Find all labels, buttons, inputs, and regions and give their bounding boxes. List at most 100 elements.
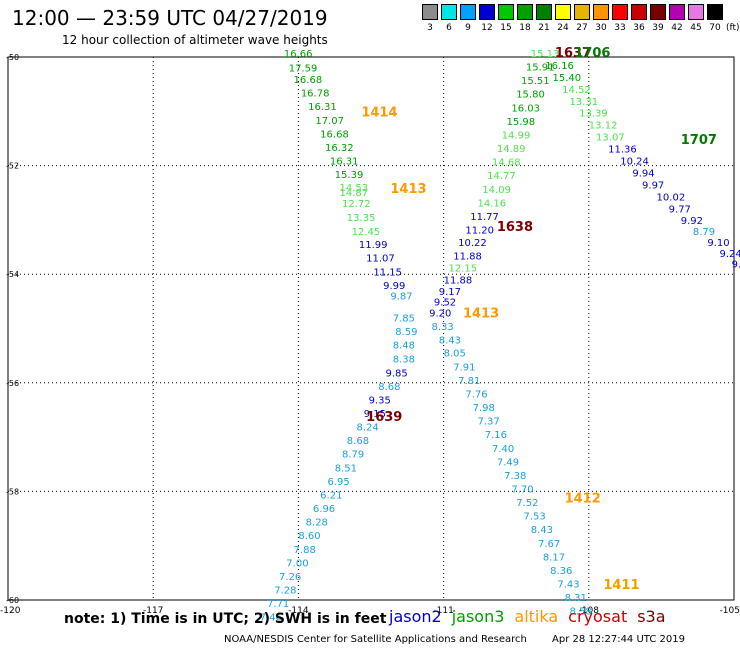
wave-height-value: 7.38: [504, 471, 526, 482]
wave-height-value: 13.12: [589, 121, 618, 132]
wave-height-value: 7.91: [453, 362, 475, 373]
legend-unit: (ft): [726, 23, 740, 33]
satellite-altika: altika: [514, 607, 559, 626]
wave-height-value: 9.24: [719, 249, 740, 260]
wave-height-value: 9.97: [642, 180, 664, 191]
satellite-jason3: jason3: [451, 607, 505, 626]
wave-height-value: 12.45: [352, 227, 381, 238]
wave-height-value: 9.17: [439, 287, 461, 298]
wave-height-value: 8.60: [298, 531, 320, 542]
wave-height-value: 8.36: [550, 566, 572, 577]
wave-height-value: 16.32: [325, 143, 354, 154]
wave-height-value: 7.85: [393, 313, 415, 324]
wave-height-value: 8.79: [693, 227, 715, 238]
wave-height-value: 11.36: [608, 145, 637, 156]
wave-height-value: 8.24: [356, 423, 378, 434]
legend-swatch: [688, 4, 704, 20]
wave-height-value: 12.15: [448, 263, 477, 274]
wave-height-value: 7.53: [523, 512, 545, 523]
wave-height-value: 8.38: [393, 355, 415, 366]
wave-height-value: 8.59: [395, 327, 417, 338]
wave-height-value: 8.79: [342, 450, 364, 461]
wave-height-value: 17.07: [315, 116, 344, 127]
wave-height-value: 15.39: [335, 170, 364, 181]
wave-height-value: 9.35: [369, 395, 391, 406]
wave-height-value: 8.43: [531, 525, 553, 536]
legend-swatch: [574, 4, 590, 20]
wave-height-value: 9.77: [669, 204, 691, 215]
wave-height-value: 7.37: [477, 417, 499, 428]
legend-swatch: [479, 4, 495, 20]
map-frame: [7, 56, 735, 601]
satellite-legend: jason2 jason3 altika cryosat s3a: [389, 607, 676, 626]
lat-tick-label: -50: [6, 53, 19, 62]
wave-height-value: 10.02: [657, 192, 686, 203]
pass-number-label: 1707: [681, 133, 717, 148]
lat-tick-label: -54: [6, 270, 19, 279]
wave-height-value: 9.10: [707, 238, 729, 249]
pass-number-label: 1637: [555, 46, 591, 61]
wave-height-value: 15.80: [516, 90, 545, 101]
wave-height-value: 16.31: [330, 157, 359, 168]
wave-height-value: 9.20: [429, 309, 451, 320]
legend-label: 15: [500, 23, 512, 33]
wave-height-value: 7.98: [473, 403, 495, 414]
wave-height-value: 14.09: [482, 185, 511, 196]
wave-height-value: 16.66: [284, 49, 313, 60]
wave-height-value: 15.13: [531, 49, 560, 60]
wave-height-value: 11.20: [465, 225, 494, 236]
lon-tick-label: -108: [579, 606, 600, 616]
wave-height-value: 16.68: [294, 75, 323, 86]
wave-height-value: 7.00: [286, 558, 308, 569]
wave-height-value: 8.28: [306, 518, 328, 529]
wave-height-value: 16.31: [308, 102, 337, 113]
wave-height-value: 7.49: [497, 457, 519, 468]
wave-height-value: 7.16: [485, 430, 507, 441]
map-subtitle: 12 hour collection of altimeter wave hei…: [62, 33, 328, 47]
legend-swatch: [498, 4, 514, 20]
wave-height-value: 9.15: [364, 409, 386, 420]
lon-tick-label: -117: [143, 606, 163, 616]
wave-height-value: 15.91: [526, 63, 555, 74]
lat-tick-label: -58: [6, 487, 19, 496]
note-text: note: 1) Time is in UTC; 2) SWH is in fe…: [64, 611, 387, 627]
legend-label: 27: [576, 23, 588, 33]
wave-height-value: 14.89: [497, 144, 526, 155]
wave-height-value: 15.51: [521, 76, 550, 87]
satellite-cryosat: cryosat: [568, 607, 628, 626]
lat-tick-label: -52: [6, 162, 19, 171]
legend-label: 39: [652, 23, 664, 33]
pass-number-label: 1638: [497, 220, 533, 235]
legend-label: 9: [465, 23, 471, 33]
wave-height-value: 9.99: [383, 281, 405, 292]
wave-height-value: 13.31: [569, 97, 598, 108]
wave-height-value: 8.33: [432, 322, 454, 333]
wave-height-value: 16.03: [511, 103, 540, 114]
pass-number-label: 1413: [390, 182, 426, 197]
wave-height-value: 14.68: [492, 158, 521, 169]
lon-tick-label: -114: [288, 606, 309, 616]
wave-height-value: 8.68: [378, 382, 400, 393]
wave-height-value: 8.31: [565, 593, 587, 604]
wave-height-value: 9.92: [681, 216, 703, 227]
wave-height-value: 7.76: [465, 389, 487, 400]
wave-height-value: 7.46: [260, 613, 282, 624]
lon-tick-label: -120: [0, 606, 21, 616]
wave-height-value: 14.99: [502, 130, 531, 141]
wave-height-value: 13.39: [579, 109, 608, 120]
wave-height-value: 11.88: [453, 252, 482, 263]
wave-height-value: 11.15: [373, 267, 402, 278]
legend-label: 33: [614, 23, 626, 33]
lon-tick-label: -111: [433, 606, 453, 616]
footer-credit: NOAA/NESDIS Center for Satellite Applica…: [224, 634, 527, 645]
wave-height-value: 11.77: [470, 212, 499, 223]
legend-label: 21: [538, 23, 550, 33]
wave-height-value: 7.88: [294, 545, 316, 556]
wave-height-value: 8.48: [393, 341, 415, 352]
wave-height-value: 14.87: [340, 188, 369, 199]
legend-swatch: [555, 4, 571, 20]
wave-height-value: 7.40: [492, 444, 514, 455]
wave-height-value: 13.35: [347, 213, 376, 224]
wave-height-value: 10.24: [620, 157, 649, 168]
wave-height-value: 7.28: [274, 585, 296, 596]
